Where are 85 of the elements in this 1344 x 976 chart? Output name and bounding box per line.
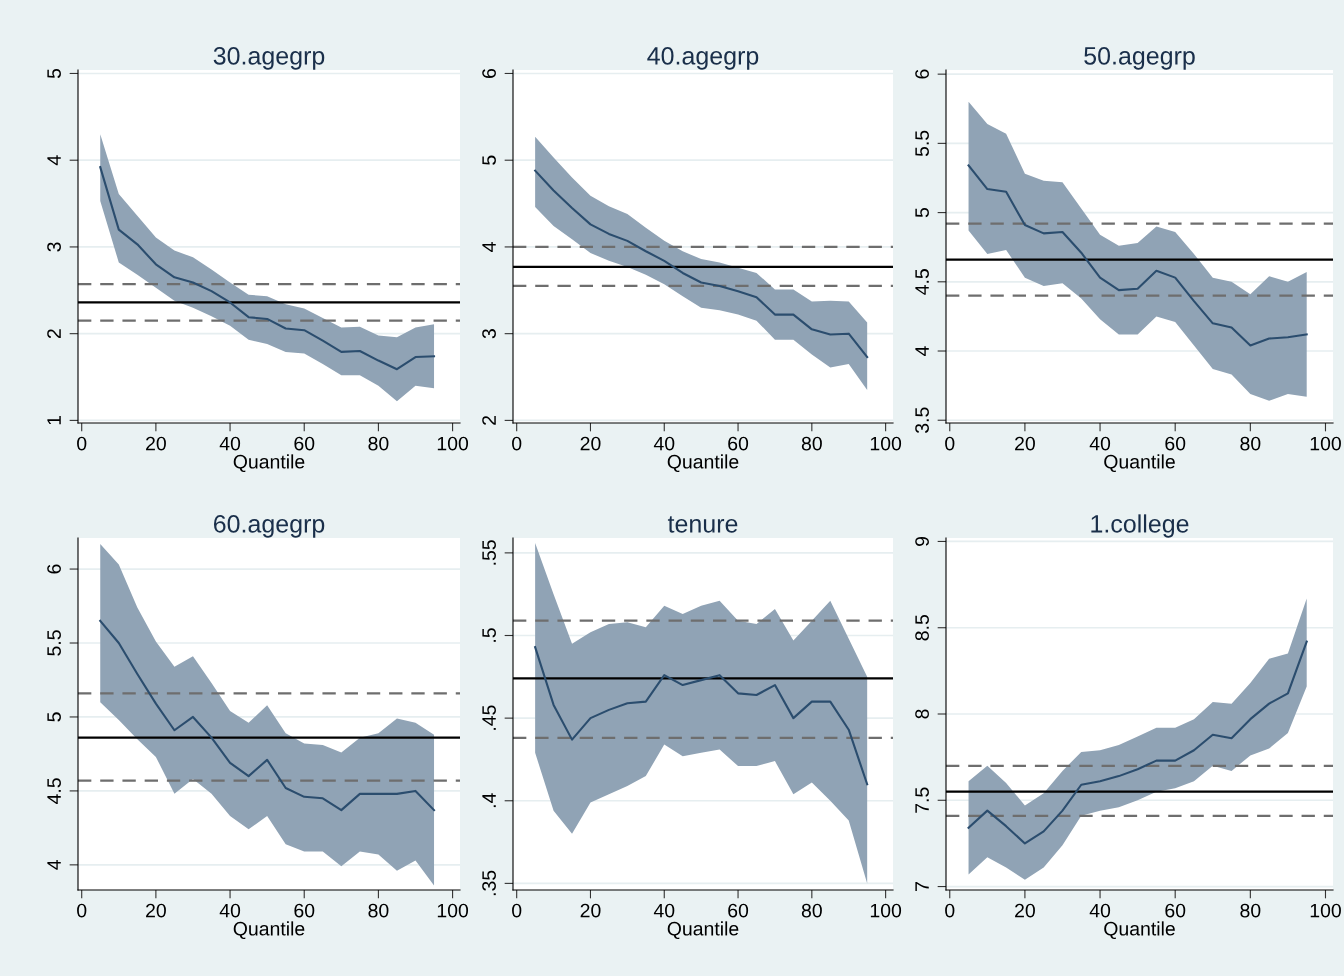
x-tick-label: 40 (219, 436, 241, 451)
line-series (967, 640, 1308, 845)
x-tick-label: 100 (1310, 903, 1341, 918)
y-tick-label: 6 (482, 68, 496, 78)
y-tick-label: .55 (482, 540, 496, 565)
x-tick-label: 40 (653, 436, 675, 451)
x-tick-label: 60 (728, 436, 749, 451)
x-tick-label: 20 (1015, 903, 1035, 918)
x-tick-label: 0 (77, 903, 87, 918)
y-tick-label: 4 (47, 860, 61, 870)
x-tick-label: 60 (1165, 436, 1186, 451)
x-tick-label: 60 (294, 903, 315, 918)
y-tick-label: 4.5 (47, 778, 61, 804)
x-tick-label: 20 (1015, 436, 1035, 451)
line-series (99, 166, 436, 371)
y-tick-label: 5 (915, 207, 929, 218)
y-tick-label: 2 (47, 329, 61, 339)
y-tick-label: 5.5 (915, 130, 929, 157)
y-tick-label: 5 (47, 712, 61, 722)
x-axis-title: Quantile (667, 921, 739, 940)
x-tick-label: 0 (77, 436, 87, 451)
chart-title: 60.agegrp (213, 514, 325, 538)
y-tick-label: 8 (915, 709, 929, 719)
x-axis-title: Quantile (1104, 454, 1175, 473)
y-tick-label: 2 (482, 415, 496, 425)
x-tick-label: 80 (368, 436, 389, 451)
x-tick-label: 40 (653, 903, 675, 918)
x-tick-label: 80 (368, 903, 389, 918)
y-tick-label: 3 (47, 242, 61, 252)
x-tick-label: 40 (1089, 903, 1111, 918)
y-tick-label: 4 (47, 155, 61, 166)
y-tick-label: 6 (47, 564, 61, 574)
y-tick-label: .5 (482, 628, 496, 642)
chart-title: 50.agegrp (1084, 46, 1195, 70)
x-tick-label: 100 (1310, 436, 1341, 451)
y-tick-label: 4 (915, 346, 929, 356)
x-tick-label: 100 (870, 903, 902, 918)
line-series (534, 646, 869, 786)
y-tick-label: 3.5 (915, 407, 929, 433)
chart-title: 30.agegrp (213, 46, 325, 70)
y-tick-label: .35 (482, 870, 496, 896)
y-tick-label: 5.5 (47, 630, 61, 656)
x-tick-label: 0 (945, 436, 955, 451)
line-series (534, 169, 869, 359)
x-tick-label: 80 (801, 903, 822, 918)
x-tick-label: 20 (580, 903, 601, 918)
y-tick-label: 1 (47, 415, 61, 425)
x-axis-title: Quantile (667, 454, 739, 473)
chart-title: 40.agegrp (647, 46, 759, 70)
x-tick-label: 20 (580, 436, 601, 451)
x-tick-label: 60 (728, 903, 749, 918)
y-tick-label: 3 (482, 329, 496, 339)
chart-title: tenure (667, 516, 738, 533)
y-tick-label: 5 (47, 68, 61, 79)
y-tick-label: 8.5 (915, 615, 929, 641)
x-tick-label: 80 (801, 436, 822, 451)
x-tick-label: 20 (146, 436, 166, 451)
y-tick-label: 9 (915, 536, 929, 546)
x-tick-label: 40 (1089, 436, 1111, 451)
y-tick-label: 7.5 (915, 787, 929, 813)
line-series (967, 164, 1308, 347)
y-tick-label: 5 (482, 155, 496, 165)
x-tick-label: 0 (512, 903, 522, 918)
x-tick-label: 80 (1240, 436, 1261, 451)
y-tick-label: 4.5 (915, 269, 929, 295)
y-tick-label: 4 (482, 242, 496, 252)
chart-title: 1.college (1091, 514, 1189, 538)
line-series (99, 619, 436, 812)
x-axis-title: Quantile (233, 454, 305, 473)
y-tick-label: .4 (482, 793, 496, 808)
x-tick-label: 100 (437, 903, 469, 918)
x-axis-title: Quantile (233, 921, 305, 940)
x-tick-label: 0 (512, 436, 522, 451)
x-tick-label: 0 (945, 903, 955, 918)
y-tick-label: 7 (915, 882, 929, 891)
x-tick-label: 60 (294, 436, 315, 451)
x-tick-label: 80 (1240, 903, 1261, 918)
x-tick-label: 40 (219, 903, 241, 918)
y-tick-label: 6 (915, 69, 929, 79)
y-tick-label: .45 (482, 705, 496, 730)
x-tick-label: 20 (146, 903, 166, 918)
x-tick-label: 60 (1165, 903, 1186, 918)
x-tick-label: 100 (437, 436, 469, 451)
x-axis-title: Quantile (1104, 921, 1175, 940)
x-tick-label: 100 (870, 436, 902, 451)
